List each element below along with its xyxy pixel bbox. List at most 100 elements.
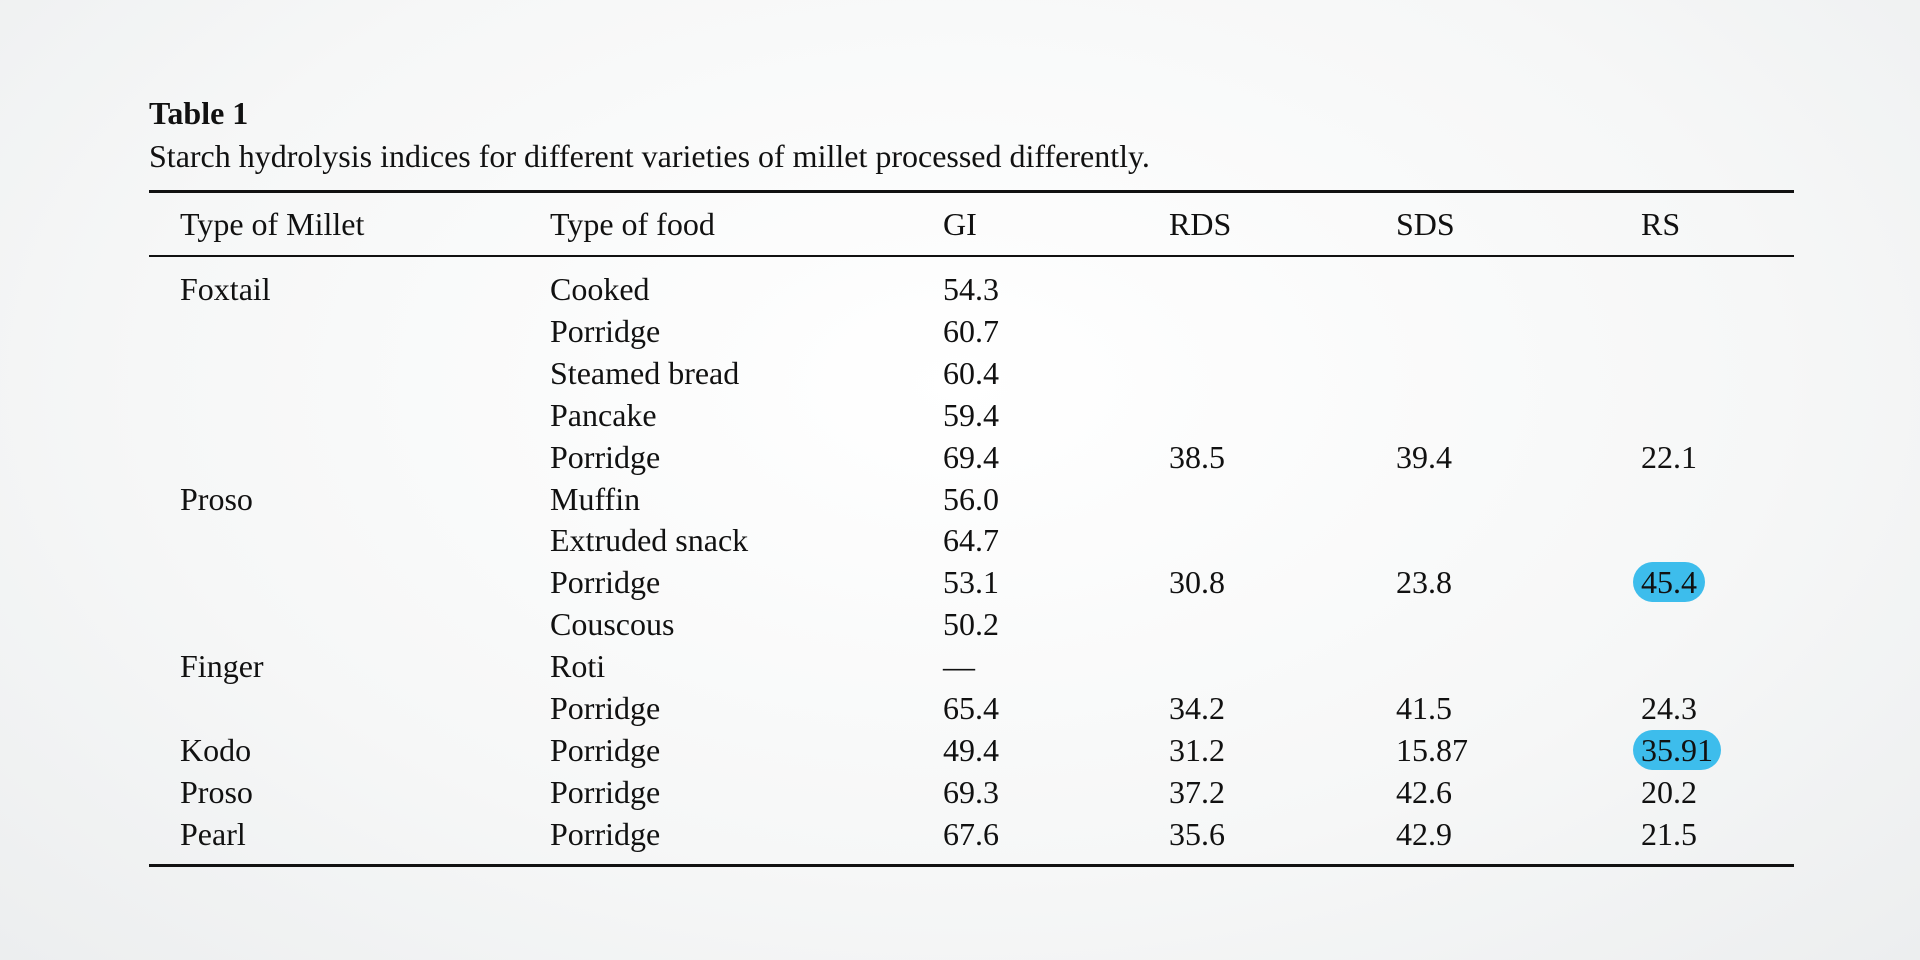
table-cell: 38.5	[1169, 438, 1225, 475]
table-cell-cell: 21.5	[1641, 814, 1697, 854]
table-cell-cell: —	[943, 646, 975, 686]
table-cell-cell: Foxtail	[180, 269, 271, 309]
table-cell-cell: 30.8	[1169, 562, 1225, 602]
table-cell: —	[943, 648, 975, 685]
table-cell: 23.8	[1396, 564, 1452, 601]
table-cell-cell: Finger	[180, 646, 264, 686]
table-cell: 50.2	[943, 606, 999, 643]
table-cell-cell: 69.3	[943, 772, 999, 812]
table-cell-cell: 50.2	[943, 604, 999, 644]
table-cell-cell: 15.87	[1396, 730, 1468, 770]
table-cell: 42.6	[1396, 773, 1452, 810]
table-cell-cell: 59.4	[943, 395, 999, 435]
table-cell-cell: Muffin	[550, 479, 640, 519]
column-header-cell: Type of food	[550, 204, 715, 244]
table-cell: 49.4	[943, 731, 999, 768]
table-cell: 31.2	[1169, 731, 1225, 768]
table-cell-cell: 54.3	[943, 269, 999, 309]
table-cell: Porridge	[550, 690, 661, 726]
table-cell: Pancake	[550, 396, 657, 433]
table-cell: Porridge	[550, 773, 661, 810]
table-cell-cell: Kodo	[180, 730, 251, 770]
column-header: Type of food	[550, 206, 715, 242]
table-cell: Steamed bread	[550, 354, 740, 391]
table-cell: 69.3	[943, 773, 999, 810]
column-header: RS	[1641, 206, 1681, 242]
table-cell: 60.4	[943, 354, 999, 391]
table-cell: Porridge	[550, 731, 661, 768]
table-cell: 64.7	[943, 522, 999, 559]
table-cell: Porridge	[550, 312, 661, 349]
table-cell-cell: 64.7	[943, 520, 999, 560]
table-cell: 37.2	[1169, 773, 1225, 810]
top-rule	[149, 190, 1794, 193]
table-cell: Muffin	[550, 480, 641, 517]
table-cell-cell: Pearl	[180, 814, 246, 854]
table-cell-cell: Porridge	[550, 730, 660, 770]
table-cell-cell: Proso	[180, 772, 253, 812]
table-cell: Foxtail	[180, 271, 271, 307]
table-cell: Proso	[180, 773, 253, 810]
table-cell-cell: Couscous	[550, 604, 674, 644]
table-cell-cell: 35.91	[1633, 729, 1721, 770]
table-cell-cell: Porridge	[550, 562, 660, 602]
column-header-cell: Type of Millet	[180, 204, 364, 244]
table-cell-cell: 53.1	[943, 562, 999, 602]
table-cell: 20.2	[1641, 773, 1697, 810]
table-cell: 45.4	[1633, 562, 1705, 603]
table-cell: 15.87	[1396, 731, 1468, 768]
table-cell: Porridge	[550, 438, 661, 475]
table-cell: Couscous	[550, 606, 675, 643]
table-cell-cell: Steamed bread	[550, 353, 739, 393]
table-cell-cell: Extruded snack	[550, 520, 748, 560]
table-cell: 35.6	[1169, 815, 1225, 852]
table-cell-cell: 49.4	[943, 730, 999, 770]
table-cell: 21.5	[1641, 815, 1697, 852]
table-cell-cell: 42.6	[1396, 772, 1452, 812]
bottom-rule	[149, 864, 1794, 867]
table-cell: Extruded snack	[550, 522, 749, 559]
table-cell-cell: Porridge	[550, 772, 660, 812]
table-cell-cell: 35.6	[1169, 814, 1225, 854]
table-cell-cell: Porridge	[550, 814, 660, 854]
table-cell: Kodo	[180, 731, 252, 768]
table-cell: Porridge	[550, 815, 661, 852]
table-cell: 54.3	[943, 271, 999, 307]
table-cell-cell: 31.2	[1169, 730, 1225, 770]
table-cell-cell: Proso	[180, 479, 253, 519]
table-cell: 59.4	[943, 396, 999, 433]
column-header: GI	[943, 206, 977, 242]
table-cell-cell: Porridge	[550, 688, 660, 728]
table-cell-cell: 23.8	[1396, 562, 1452, 602]
column-header-cell: SDS	[1396, 204, 1455, 244]
table-cell-cell: 42.9	[1396, 814, 1452, 854]
table-cell-cell: 37.2	[1169, 772, 1225, 812]
column-header-cell: GI	[943, 204, 977, 244]
table-cell-cell: 39.4	[1396, 437, 1452, 477]
table-cell: Proso	[180, 480, 253, 517]
table-cell-cell: 60.7	[943, 311, 999, 351]
column-header: RDS	[1169, 206, 1232, 242]
column-header: SDS	[1396, 206, 1455, 242]
header-rule	[149, 255, 1794, 257]
table-cell-cell: 60.4	[943, 353, 999, 393]
table-caption: Starch hydrolysis indices for different …	[149, 138, 1150, 174]
table-cell-cell: Roti	[550, 646, 605, 686]
table-cell-cell: 65.4	[943, 688, 999, 728]
table-cell: Pearl	[180, 815, 246, 852]
table-cell-cell: Porridge	[550, 311, 660, 351]
table-cell: Porridge	[550, 564, 661, 601]
table-cell: 30.8	[1169, 564, 1225, 601]
table-cell: 60.7	[943, 312, 999, 349]
table-cell-cell: Porridge	[550, 437, 660, 477]
table-cell: Finger	[180, 648, 264, 685]
table-cell-cell: 38.5	[1169, 437, 1225, 477]
column-header-cell: RS	[1641, 204, 1680, 244]
table-cell-cell: 45.4	[1633, 562, 1705, 603]
table-cell: 34.2	[1169, 690, 1225, 726]
table-cell: 65.4	[943, 690, 999, 726]
table-cell: 69.4	[943, 438, 999, 475]
column-header-cell: RDS	[1169, 204, 1231, 244]
table-cell: 41.5	[1396, 690, 1452, 726]
